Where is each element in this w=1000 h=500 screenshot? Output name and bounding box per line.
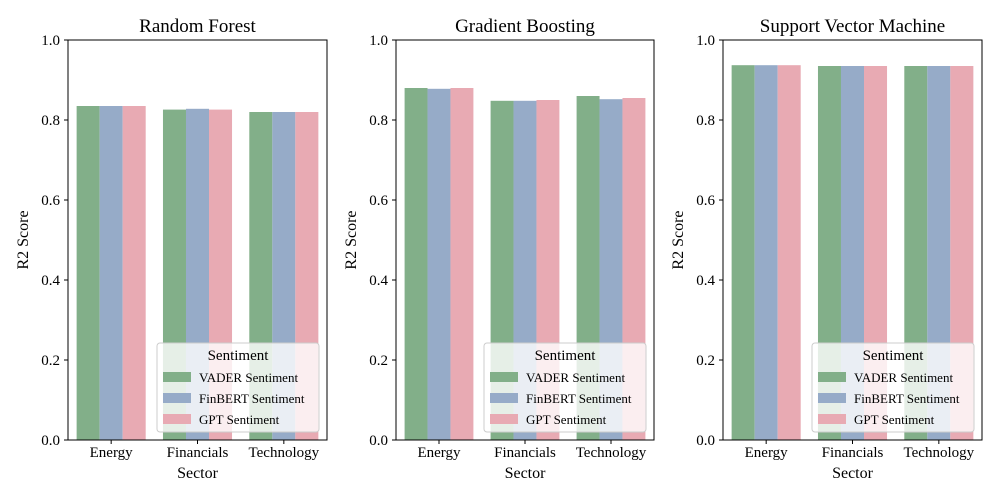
legend-swatch <box>490 414 518 424</box>
legend: Sentiment VADER Sentiment FinBERT Sentimen… <box>811 342 975 433</box>
y-axis-label: R2 Score <box>670 210 687 269</box>
bar-energy-gpt-sentiment <box>777 65 801 440</box>
bar-energy-finbert-sentiment <box>754 65 778 440</box>
legend-swatch <box>163 393 191 403</box>
x-axis-label: Sector <box>505 465 547 482</box>
x-axis-label: Sector <box>832 465 874 482</box>
legend-entry-label: VADER Sentiment <box>199 370 298 385</box>
x-tick-label: Energy <box>745 445 789 461</box>
legend-swatch <box>818 372 846 382</box>
bar-energy-gpt-sentiment <box>450 88 474 440</box>
x-tick-label: Technology <box>249 445 320 461</box>
legend-box <box>483 342 647 433</box>
chart-panel-1: 0.0 0.2 0.4 0.6 0.8 1.0 Energy Financials Techno… <box>15 16 328 482</box>
y-tick-label: 0.2 <box>696 353 715 369</box>
legend-swatch <box>818 414 846 424</box>
chart-title: Support Vector Machine <box>760 16 945 37</box>
x-tick-label: Financials <box>822 445 884 461</box>
chart-panel-3: 0.0 0.2 0.4 0.6 0.8 1.0 Energy Financials Techno… <box>670 16 983 482</box>
legend-entry-label: FinBERT Sentiment <box>199 391 305 406</box>
x-tick-label: Energy <box>90 445 134 461</box>
y-tick-label: 1.0 <box>369 33 388 49</box>
chart-title: Gradient Boosting <box>455 16 595 37</box>
y-tick-label: 0.6 <box>369 193 388 209</box>
y-tick-label: 0.8 <box>696 113 715 129</box>
bar-energy-finbert-sentiment <box>99 106 123 440</box>
legend-swatch <box>490 393 518 403</box>
y-tick-label: 0.2 <box>369 353 388 369</box>
legend-box <box>156 342 320 433</box>
legend-swatch <box>163 372 191 382</box>
bar-energy-vader-sentiment <box>76 106 100 440</box>
y-tick-label: 0.0 <box>41 433 60 449</box>
y-tick-label: 1.0 <box>41 33 60 49</box>
legend-entry-label: VADER Sentiment <box>526 370 625 385</box>
y-tick-label: 0.0 <box>696 433 715 449</box>
bar-energy-gpt-sentiment <box>122 106 146 440</box>
legend-title: Sentiment <box>863 348 925 364</box>
x-tick-label: Energy <box>417 445 461 461</box>
bar-energy-vader-sentiment <box>404 88 428 440</box>
chart-title: Random Forest <box>139 16 256 37</box>
y-tick-label: 0.2 <box>41 353 60 369</box>
x-axis-label: Sector <box>177 465 219 482</box>
y-tick-label: 0.4 <box>41 273 60 289</box>
y-tick-label: 0.4 <box>696 273 715 289</box>
legend-entry-label: FinBERT Sentiment <box>526 391 632 406</box>
y-tick-label: 0.8 <box>369 113 388 129</box>
chart-panel-2: 0.0 0.2 0.4 0.6 0.8 1.0 Energy Financials Techno… <box>343 16 655 482</box>
y-tick-label: 1.0 <box>696 33 715 49</box>
y-axis-label: R2 Score <box>343 210 360 269</box>
bar-energy-finbert-sentiment <box>427 88 451 441</box>
y-tick-label: 0.8 <box>41 113 60 129</box>
legend-entry-label: GPT Sentiment <box>854 412 935 427</box>
legend: Sentiment VADER Sentiment FinBERT Sentimen… <box>156 342 320 433</box>
y-axis-label: R2 Score <box>15 210 32 269</box>
y-tick-label: 0.6 <box>41 193 60 209</box>
legend-swatch <box>163 414 191 424</box>
x-tick-label: Technology <box>576 445 647 461</box>
y-tick-label: 0.4 <box>369 273 388 289</box>
x-tick-label: Financials <box>494 445 556 461</box>
y-tick-label: 0.6 <box>696 193 715 209</box>
legend-title: Sentiment <box>208 348 270 364</box>
legend-swatch <box>490 372 518 382</box>
legend-swatch <box>818 393 846 403</box>
x-tick-label: Technology <box>904 445 975 461</box>
bar-energy-vader-sentiment <box>731 65 755 440</box>
x-tick-label: Financials <box>167 445 229 461</box>
legend-entry-label: FinBERT Sentiment <box>854 391 960 406</box>
legend-entry-label: VADER Sentiment <box>854 370 953 385</box>
legend-entry-label: GPT Sentiment <box>199 412 280 427</box>
legend-box <box>811 342 975 433</box>
y-tick-label: 0.0 <box>369 433 388 449</box>
legend-entry-label: GPT Sentiment <box>526 412 607 427</box>
legend: Sentiment VADER Sentiment FinBERT Sentimen… <box>483 342 647 433</box>
legend-title: Sentiment <box>535 348 597 364</box>
